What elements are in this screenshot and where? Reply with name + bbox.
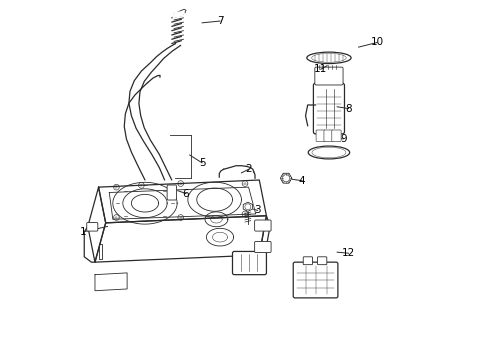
FancyBboxPatch shape — [255, 220, 271, 231]
Text: 3: 3 — [254, 205, 261, 215]
Polygon shape — [173, 12, 184, 18]
Text: 4: 4 — [299, 176, 305, 186]
Text: 2: 2 — [245, 164, 252, 174]
FancyBboxPatch shape — [315, 67, 343, 85]
Text: 11: 11 — [314, 64, 327, 74]
FancyBboxPatch shape — [318, 257, 327, 265]
Text: 5: 5 — [199, 158, 205, 168]
FancyBboxPatch shape — [303, 257, 313, 265]
Text: 7: 7 — [217, 16, 223, 26]
Text: 8: 8 — [345, 104, 352, 113]
Text: 1: 1 — [80, 227, 87, 237]
FancyBboxPatch shape — [293, 262, 338, 298]
Polygon shape — [280, 173, 292, 183]
FancyBboxPatch shape — [324, 130, 333, 141]
Text: 10: 10 — [370, 37, 384, 48]
FancyBboxPatch shape — [316, 130, 325, 141]
Polygon shape — [84, 226, 95, 262]
FancyBboxPatch shape — [255, 242, 271, 252]
FancyBboxPatch shape — [314, 83, 344, 134]
Polygon shape — [98, 180, 267, 223]
FancyBboxPatch shape — [232, 251, 267, 275]
Polygon shape — [95, 273, 127, 291]
Text: 12: 12 — [342, 248, 355, 258]
Text: 9: 9 — [340, 134, 346, 144]
FancyBboxPatch shape — [167, 185, 176, 200]
Polygon shape — [259, 216, 270, 266]
Text: 6: 6 — [183, 189, 189, 199]
FancyBboxPatch shape — [87, 222, 98, 231]
Polygon shape — [243, 202, 252, 211]
Polygon shape — [88, 187, 106, 262]
FancyBboxPatch shape — [332, 130, 341, 141]
Polygon shape — [95, 216, 267, 262]
